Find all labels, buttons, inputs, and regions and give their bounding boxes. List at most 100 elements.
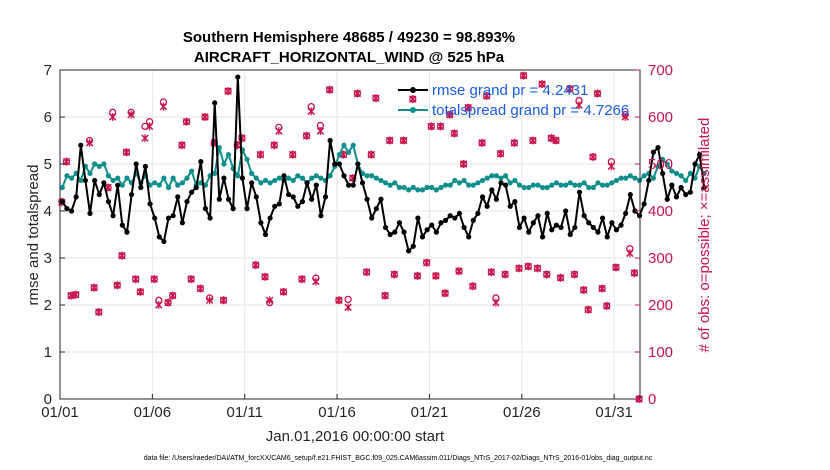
data-point-rmse: [433, 229, 439, 235]
chart-subtitle: AIRCRAFT_HORIZONTAL_WIND @ 525 hPa: [194, 49, 505, 66]
data-point-rmse: [553, 222, 560, 228]
data-point-rmse: [526, 229, 532, 235]
data-point-rmse: [355, 161, 361, 167]
data-point-rmse: [660, 170, 666, 176]
data-point-rmse: [692, 161, 698, 167]
data-point-totalspread: [110, 177, 116, 184]
data-point-rmse: [285, 191, 292, 198]
data-point-rmse: [373, 206, 379, 212]
data-point-rmse: [503, 182, 509, 188]
data-point-rmse: [364, 196, 370, 202]
data-point-rmse: [276, 201, 282, 207]
obs-assimilated-marker: [556, 273, 565, 282]
data-point-totalspread: [512, 177, 518, 184]
obs-assimilated-marker: [201, 113, 209, 121]
data-point-rmse: [479, 194, 486, 200]
obs-assimilated-marker: [164, 298, 172, 307]
data-point-totalspread: [244, 156, 250, 162]
data-point-rmse: [618, 222, 624, 228]
data-point-rmse: [207, 215, 213, 221]
legend: rmse grand pr = 4.2431 totalspread grand…: [398, 82, 629, 119]
data-point-rmse: [521, 215, 527, 221]
data-point-totalspread: [156, 182, 162, 188]
data-point-rmse: [456, 210, 463, 216]
data-point-rmse: [461, 224, 467, 231]
obs-assimilated-marker: [95, 308, 103, 317]
obs-assimilated-marker: [464, 103, 472, 112]
obs-assimilated-marker: [71, 290, 80, 299]
data-point-rmse: [442, 217, 449, 223]
data-point-rmse: [604, 234, 610, 240]
data-point-totalspread: [433, 187, 439, 193]
data-point-totalspread: [364, 173, 370, 179]
obs-assimilated-marker: [344, 303, 352, 312]
data-point-rmse: [669, 182, 675, 188]
data-point-rmse: [262, 231, 269, 238]
data-point-rmse: [447, 213, 453, 219]
data-point-totalspread: [466, 182, 472, 188]
y2-tick-label: 200: [648, 297, 673, 314]
data-point-rmse: [202, 206, 209, 212]
y-tick-label: 0: [44, 391, 52, 408]
data-point-totalspread: [410, 184, 416, 191]
obs-assimilated-marker: [316, 127, 325, 136]
data-point-rmse: [429, 222, 435, 228]
data-point-rmse: [73, 194, 79, 200]
data-point-rmse: [567, 231, 573, 238]
data-point-totalspread: [558, 182, 564, 188]
data-point-rmse: [267, 215, 273, 221]
data-point-totalspread: [429, 184, 435, 191]
y-tick-label: 6: [44, 109, 52, 126]
data-point-totalspread: [64, 173, 70, 179]
data-point-rmse: [549, 227, 555, 233]
obs-assimilated-marker: [196, 284, 205, 293]
data-point-rmse: [378, 196, 384, 202]
data-point-totalspread: [161, 175, 167, 181]
data-point-totalspread: [175, 182, 181, 188]
obs-assimilated-marker: [390, 270, 399, 279]
data-point-totalspread: [442, 182, 449, 188]
obs-assimilated-marker: [626, 249, 634, 258]
data-point-totalspread: [544, 184, 550, 191]
data-point-totalspread: [613, 177, 620, 184]
data-point-rmse: [406, 248, 412, 254]
obs-assimilated-marker: [122, 148, 131, 157]
data-point-totalspread: [563, 182, 569, 188]
data-point-totalspread: [415, 187, 421, 193]
data-point-totalspread: [350, 142, 356, 148]
data-point-totalspread: [576, 182, 583, 188]
data-point-rmse: [244, 206, 250, 212]
data-point-totalspread: [581, 180, 587, 186]
data-point-rmse: [623, 210, 629, 216]
obs-assimilated-marker: [598, 284, 606, 293]
data-point-rmse: [466, 234, 472, 240]
obs-assimilated-marker: [409, 95, 417, 104]
data-point-rmse: [165, 215, 172, 221]
data-point-rmse: [595, 229, 601, 235]
obs-assimilated-marker: [492, 298, 500, 307]
data-point-rmse: [212, 100, 218, 106]
data-point-rmse: [189, 189, 195, 195]
data-point-totalspread: [152, 180, 158, 186]
obs-assimilated-marker: [446, 110, 454, 119]
data-point-totalspread: [493, 173, 499, 179]
data-point-rmse: [687, 189, 693, 195]
data-point-rmse: [341, 173, 347, 179]
obs-assimilated-marker: [515, 264, 523, 273]
data-point-rmse: [438, 220, 444, 226]
data-point-rmse: [678, 184, 684, 191]
data-point-totalspread: [530, 182, 536, 188]
y2-tick-label: 700: [648, 62, 673, 79]
y-tick-label: 2: [44, 297, 52, 314]
obs-assimilated-marker: [118, 251, 126, 260]
data-point-rmse: [655, 144, 661, 151]
obs-assimilated-marker: [141, 134, 149, 143]
data-point-rmse: [101, 180, 107, 186]
legend-label-totalspread: totalspread grand pr = 4.7266: [432, 102, 629, 119]
data-point-totalspread: [484, 175, 490, 181]
data-point-rmse: [350, 182, 356, 188]
data-point-totalspread: [225, 152, 232, 158]
y2-tick-label: 500: [648, 156, 673, 173]
data-point-totalspread: [687, 170, 693, 176]
